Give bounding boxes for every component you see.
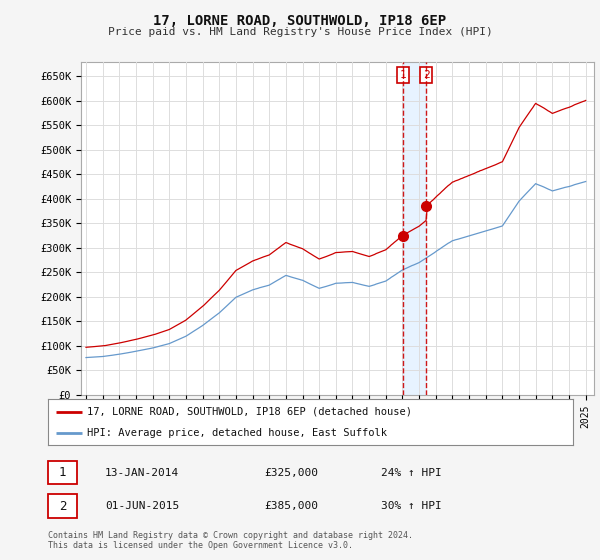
Text: 01-JUN-2015: 01-JUN-2015 bbox=[105, 501, 179, 511]
Text: Contains HM Land Registry data © Crown copyright and database right 2024.
This d: Contains HM Land Registry data © Crown c… bbox=[48, 531, 413, 550]
Text: 1: 1 bbox=[59, 466, 66, 479]
Text: HPI: Average price, detached house, East Suffolk: HPI: Average price, detached house, East… bbox=[88, 428, 388, 438]
Bar bbox=[403, 62, 426, 395]
Text: 17, LORNE ROAD, SOUTHWOLD, IP18 6EP: 17, LORNE ROAD, SOUTHWOLD, IP18 6EP bbox=[154, 14, 446, 28]
Text: £325,000: £325,000 bbox=[264, 468, 318, 478]
Text: Price paid vs. HM Land Registry's House Price Index (HPI): Price paid vs. HM Land Registry's House … bbox=[107, 27, 493, 37]
Text: 17, LORNE ROAD, SOUTHWOLD, IP18 6EP (detached house): 17, LORNE ROAD, SOUTHWOLD, IP18 6EP (det… bbox=[88, 407, 412, 417]
Text: 2: 2 bbox=[423, 70, 430, 80]
Text: 2: 2 bbox=[59, 500, 66, 513]
Text: 13-JAN-2014: 13-JAN-2014 bbox=[105, 468, 179, 478]
Text: £385,000: £385,000 bbox=[264, 501, 318, 511]
Text: 30% ↑ HPI: 30% ↑ HPI bbox=[381, 501, 442, 511]
Text: 1: 1 bbox=[400, 70, 406, 80]
Text: 24% ↑ HPI: 24% ↑ HPI bbox=[381, 468, 442, 478]
